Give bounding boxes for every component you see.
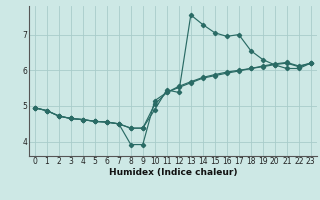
X-axis label: Humidex (Indice chaleur): Humidex (Indice chaleur)	[108, 168, 237, 177]
